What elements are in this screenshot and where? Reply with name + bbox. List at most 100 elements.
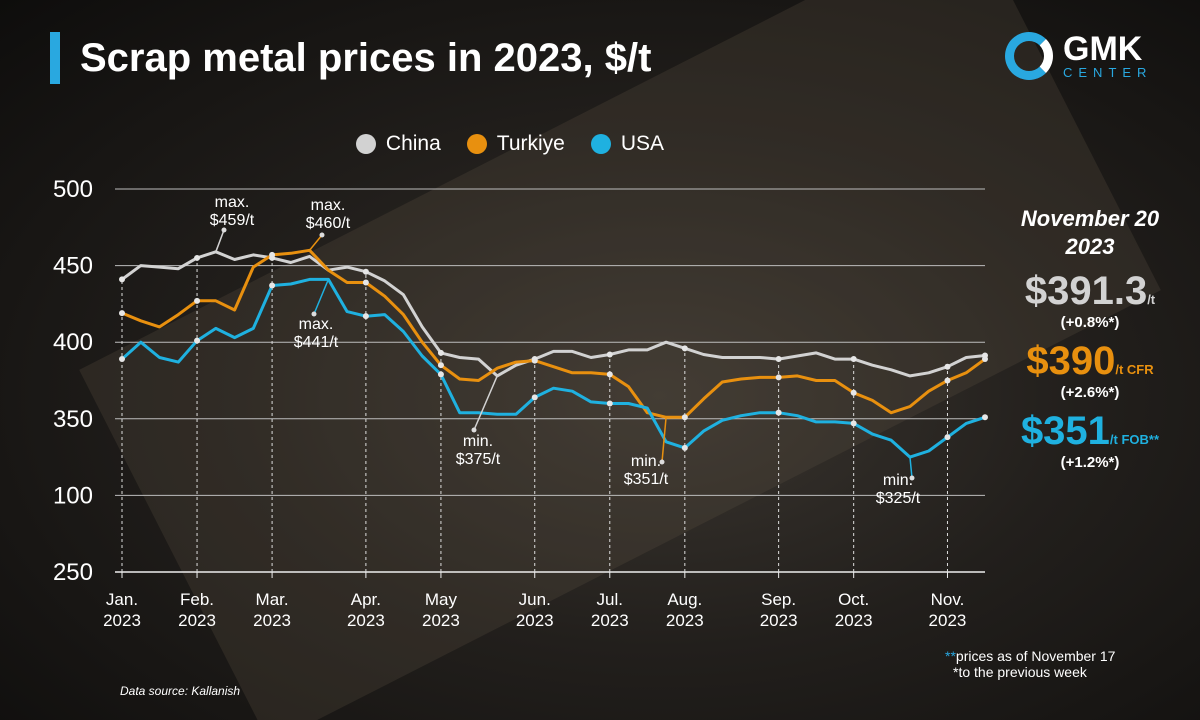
leader-dot — [471, 427, 477, 433]
point-marker — [775, 356, 782, 363]
legend-item: Turkiye — [466, 132, 565, 156]
point-marker — [775, 374, 782, 381]
y-tick-label: 450 — [53, 253, 93, 280]
summary-item: $351/t FOB** (+1.2%*) — [1000, 409, 1180, 471]
y-tick-label: 100 — [53, 482, 93, 509]
point-marker — [194, 337, 201, 344]
logo-name: GMK — [1063, 29, 1143, 68]
point-marker — [982, 356, 988, 363]
summary-price-line: $390/t CFR — [1000, 339, 1180, 384]
x-tick-label: Nov. 2023 — [928, 590, 967, 630]
point-marker — [681, 345, 688, 352]
legend-label: USA — [620, 132, 665, 155]
point-marker — [850, 389, 857, 396]
point-marker — [944, 377, 951, 384]
footnote-text: to the previous week — [958, 664, 1087, 680]
point-marker — [681, 444, 688, 451]
summary-change: (+0.8%*) — [1060, 314, 1120, 331]
x-tick-label: Apr. 2023 — [346, 590, 385, 630]
summary-change: (+1.2%*) — [1060, 454, 1120, 471]
x-tick-label: Aug. 2023 — [665, 590, 704, 630]
summary-price: $390 — [1026, 339, 1116, 383]
legend-item: China — [355, 132, 441, 156]
leader-line — [313, 279, 330, 315]
leader-dot — [319, 232, 325, 238]
point-marker — [850, 356, 857, 363]
footnote-mark: ** — [945, 648, 956, 664]
point-marker — [531, 394, 538, 401]
y-tick-label: 250 — [53, 559, 93, 586]
x-tick-label: Feb. 2023 — [178, 590, 216, 630]
summary-price: $391.3 — [1024, 269, 1148, 313]
footnote: **prices as of November 17 — [945, 648, 1115, 664]
annotation: min. $375/t — [455, 433, 501, 468]
annotation: min. $325/t — [875, 472, 921, 507]
legend-swatch — [355, 134, 376, 154]
annotation: max. $460/t — [305, 197, 351, 232]
point-marker — [944, 434, 951, 441]
annotation: min. $351/t — [623, 453, 669, 488]
x-tick-label: Jul. 2023 — [590, 590, 629, 630]
point-marker — [269, 251, 276, 258]
x-tick-label: Oct. 2023 — [834, 590, 873, 630]
summary: November 20 2023 $391.3/t (+0.8%*) $390/t … — [1000, 205, 1180, 479]
point-marker — [681, 414, 688, 421]
footnote-text: prices as of November 17 — [955, 648, 1116, 664]
series-line — [121, 248, 986, 419]
logo-subname: CENTER — [1063, 64, 1153, 80]
summary-price-line: $391.3/t — [1000, 269, 1180, 314]
y-tick-label: 400 — [53, 329, 93, 356]
leader-dot — [311, 311, 317, 317]
point-marker — [944, 363, 951, 370]
point-marker — [775, 409, 782, 416]
leader-dot — [909, 475, 915, 481]
annotation: max. $441/t — [293, 316, 339, 351]
summary-item: $391.3/t (+0.8%*) — [1000, 269, 1180, 331]
point-marker — [362, 313, 369, 320]
series-line — [120, 277, 986, 459]
point-marker — [437, 349, 444, 356]
point-marker — [362, 279, 369, 286]
leader-dot — [659, 459, 665, 465]
summary-unit: /t FOB** — [1109, 432, 1160, 447]
x-tick-label: Jan. 2023 — [103, 590, 141, 630]
x-tick-label: Jun. 2023 — [515, 590, 554, 630]
series-line — [121, 250, 986, 378]
legend-label: Turkiye — [496, 132, 565, 155]
legend-swatch — [466, 134, 487, 154]
leader-line — [309, 234, 323, 251]
point-marker — [194, 254, 201, 261]
summary-unit: /t — [1147, 292, 1156, 307]
point-marker — [437, 362, 444, 369]
point-marker — [850, 420, 857, 427]
x-tick-label: May 2023 — [422, 590, 460, 630]
leader-dot — [221, 227, 227, 233]
x-tick-label: Sep. 2023 — [759, 590, 798, 630]
point-marker — [194, 297, 201, 304]
source: Data source: Kallanish — [120, 684, 241, 698]
point-marker — [531, 357, 538, 364]
leader-line — [473, 375, 498, 431]
logo-icon — [1005, 32, 1053, 80]
logo: GMK CENTER — [1005, 32, 1152, 80]
summary-change: (+2.6%*) — [1060, 384, 1120, 401]
y-tick-label: 350 — [53, 406, 93, 433]
point-marker — [362, 268, 369, 275]
point-marker — [119, 310, 125, 317]
point-marker — [606, 371, 613, 378]
point-marker — [119, 356, 125, 363]
leader-line — [909, 457, 913, 479]
summary-price-line: $351/t FOB** — [1000, 409, 1180, 454]
footnote-mark: * — [953, 664, 959, 680]
legend-item: USA — [590, 132, 665, 156]
y-tick-label: 500 — [53, 176, 93, 203]
title: Scrap metal prices in 2023, $/t — [50, 32, 651, 84]
legend-label: China — [385, 132, 441, 155]
summary-date: November 20 2023 — [1020, 206, 1160, 259]
leader-line — [661, 417, 667, 463]
point-marker — [606, 400, 613, 407]
summary-unit: /t CFR — [1115, 362, 1154, 377]
leader-line — [215, 229, 225, 253]
